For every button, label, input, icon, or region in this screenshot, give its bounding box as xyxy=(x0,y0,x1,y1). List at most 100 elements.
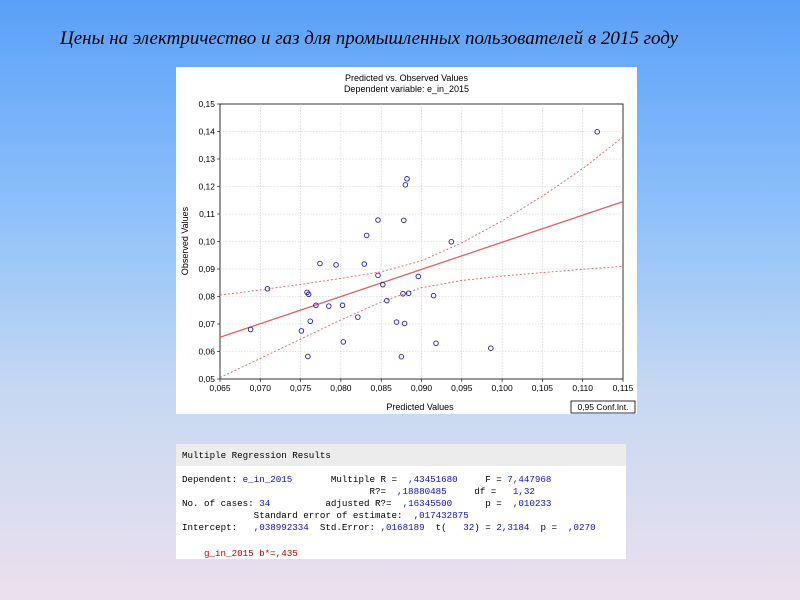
x-tick-label: 0,115 xyxy=(613,383,634,393)
data-point xyxy=(307,318,314,324)
x-axis-label: Predicted Values xyxy=(386,402,454,412)
regression-line-3: No. of cases: 34 adjusted R?= ,16345500 … xyxy=(182,498,551,509)
data-point xyxy=(401,217,407,224)
regression-text: ,18880485 xyxy=(397,486,447,497)
regression-text: ,010233 xyxy=(512,498,552,509)
regression-text: Intercept: xyxy=(182,522,254,533)
regression-text: p = xyxy=(529,522,569,533)
chart-title: Predicted vs. Observed Values xyxy=(345,73,468,83)
ci-upper-line xyxy=(219,136,624,296)
regression-text: R?= xyxy=(182,486,398,497)
data-point xyxy=(404,176,410,182)
regression-text: ,017432875 xyxy=(413,510,469,521)
data-point xyxy=(375,217,381,223)
regression-line xyxy=(219,201,624,338)
regression-text: ,0168189 xyxy=(380,522,425,533)
legend-box: 0,95 Conf.Int. xyxy=(570,400,636,414)
x-tick-label: 0,075 xyxy=(290,383,312,393)
data-point xyxy=(264,286,271,292)
x-tick-label: 0,080 xyxy=(330,383,352,393)
x-tick-label: 0,095 xyxy=(451,383,473,393)
y-tick-label: 0,11 xyxy=(199,209,215,219)
data-point xyxy=(355,314,361,320)
regression-text: Standard error of estimate: xyxy=(182,510,414,521)
data-point xyxy=(247,326,254,333)
regression-text: e_in_2015 xyxy=(242,474,293,485)
data-point xyxy=(333,262,339,268)
data-point xyxy=(430,292,437,299)
ci-lower-line xyxy=(219,265,624,379)
y-tick-label: 0,12 xyxy=(198,182,215,192)
data-point xyxy=(380,281,386,288)
data-point xyxy=(405,290,412,296)
regression-body: g_in_2015 b*=,435 Dependent: e_in_2015 M… xyxy=(176,466,626,559)
regression-line-1: Dependent: e_in_2015 Multiple R = ,43451… xyxy=(182,474,551,485)
regression-text: t( xyxy=(424,522,464,533)
regression-text: p = xyxy=(452,498,513,509)
y-axis-label: Observed Values xyxy=(180,206,190,275)
chart-subtitle: Dependent variable: e_in_2015 xyxy=(344,84,469,94)
x-tick-label: 0,070 xyxy=(250,383,272,393)
regression-text: ,0270 xyxy=(568,522,596,533)
regression-line-5: Intercept: ,038992334 Std.Error: ,016818… xyxy=(182,522,596,533)
data-point xyxy=(363,232,370,239)
y-tick-label: 0,06 xyxy=(198,347,215,357)
regression-text: 2,3184 xyxy=(496,522,530,533)
regression-text: 34 xyxy=(259,498,271,509)
data-point xyxy=(402,182,409,188)
regression-text: Std.Error: xyxy=(308,522,381,533)
data-point xyxy=(400,290,406,297)
y-tick-label: 0,14 xyxy=(198,127,215,137)
data-point xyxy=(415,273,422,280)
regression-text: adjusted R?= xyxy=(270,498,403,509)
regression-line-4: Standard error of estimate: ,017432875 xyxy=(182,510,469,521)
data-point xyxy=(594,129,600,135)
data-point xyxy=(305,291,312,298)
regression-text: ,43451680 xyxy=(408,474,458,485)
regression-text: ,038992334 xyxy=(253,522,309,533)
data-point xyxy=(326,303,332,309)
y-tick-label: 0,08 xyxy=(198,292,215,302)
y-tick-label: 0,13 xyxy=(198,154,215,164)
data-point xyxy=(384,297,390,304)
data-point xyxy=(298,328,305,334)
regression-text: Dependent: xyxy=(182,474,243,485)
y-tick-label: 0,09 xyxy=(198,264,215,274)
regression-text: ,16345500 xyxy=(402,498,453,509)
data-point xyxy=(305,353,311,360)
y-tick-label: 0,07 xyxy=(198,319,215,329)
regression-line-2: R?= ,18880485 df = 1,32 xyxy=(182,486,534,497)
x-tick-label: 0,105 xyxy=(532,383,554,393)
regression-header: Multiple Regression Results xyxy=(176,444,626,467)
x-tick-label: 0,110 xyxy=(572,383,593,393)
x-tick-label: 0,100 xyxy=(491,383,513,393)
regression-text: 7,447968 xyxy=(507,474,552,485)
data-point xyxy=(393,319,400,325)
data-point xyxy=(361,261,368,267)
regression-text: df = xyxy=(446,486,513,497)
data-point xyxy=(317,260,323,267)
regression-text: Multiple R = xyxy=(292,474,409,485)
x-tick-label: 0,090 xyxy=(411,383,433,393)
regression-header-label: Multiple Regression Results xyxy=(182,450,331,461)
scatter-chart: Predicted vs. Observed Values Dependent … xyxy=(176,67,637,414)
x-tick-label: 0,085 xyxy=(371,383,393,393)
chart-svg: Predicted vs. Observed Values Dependent … xyxy=(180,73,636,414)
data-point xyxy=(375,272,381,279)
x-tick-label: 0,065 xyxy=(209,383,231,393)
data-point xyxy=(339,302,346,309)
y-tick-label: 0,10 xyxy=(198,237,215,247)
regression-text: No. of cases: xyxy=(182,498,260,509)
y-tick-label: 0,15 xyxy=(198,99,215,109)
regression-text: ) = xyxy=(474,522,497,533)
regression-results-panel: Multiple Regression Results g_in_2015 b*… xyxy=(176,444,626,559)
regression-text: F = xyxy=(457,474,508,485)
regression-footer: g_in_2015 b*=,435 xyxy=(204,548,298,559)
data-point xyxy=(448,239,455,245)
legend-label: 0,95 Conf.Int. xyxy=(577,402,628,412)
data-point xyxy=(488,345,494,351)
regression-text: 32 xyxy=(463,522,475,533)
slide-title: Цены на электричество и газ для промышле… xyxy=(60,28,679,49)
y-tick-label: 0,05 xyxy=(198,374,215,384)
data-point xyxy=(340,339,347,345)
